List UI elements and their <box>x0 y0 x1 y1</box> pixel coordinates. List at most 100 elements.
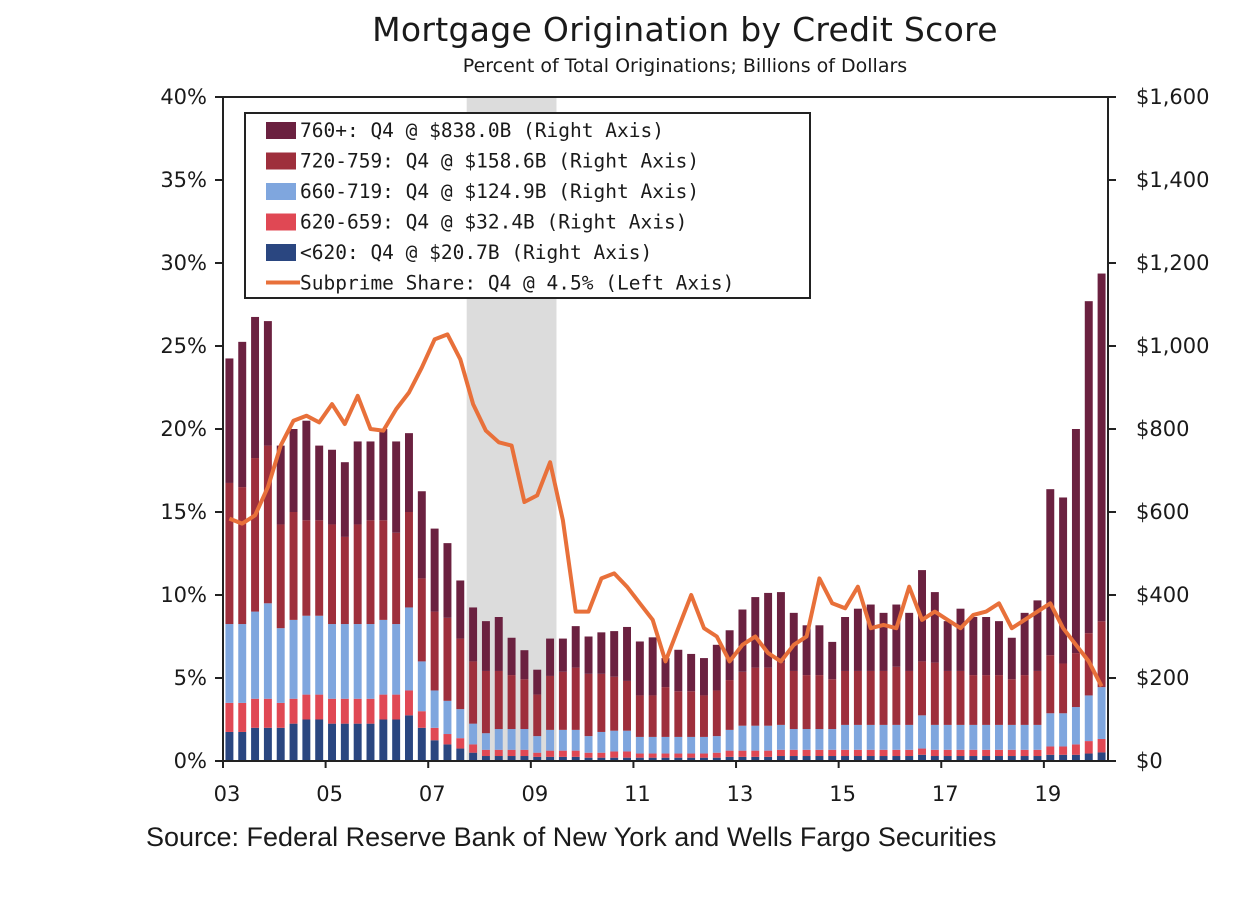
bar-segment <box>841 670 850 725</box>
right-tick-label: $400 <box>1136 583 1189 607</box>
bar-segment <box>597 632 606 674</box>
bar-segment <box>930 756 939 761</box>
bar-segment <box>853 670 862 725</box>
legend-label: 720-759: Q4 @ $158.6B (Right Axis) <box>300 150 699 173</box>
bar-segment <box>405 607 413 691</box>
bar-segment <box>302 615 311 695</box>
bar-segment <box>674 649 683 692</box>
bar-segment <box>520 749 529 757</box>
bar-segment <box>353 441 362 525</box>
bar-segment <box>815 675 824 730</box>
bar-segment <box>571 667 580 730</box>
legend-swatch <box>266 213 296 231</box>
bar-segment <box>289 619 298 699</box>
bar-segment <box>1033 749 1042 757</box>
left-tick-label: 25% <box>160 334 207 358</box>
bar-segment <box>366 698 375 724</box>
bar-segment <box>328 723 336 761</box>
bar-segment <box>802 756 811 761</box>
bar-segment <box>584 636 593 674</box>
x-tick-label: 15 <box>829 782 856 806</box>
bar-segment <box>392 532 401 625</box>
bar-segment <box>866 756 875 761</box>
bar-segment <box>558 729 567 751</box>
bar-segment <box>571 756 580 761</box>
bar-segment <box>661 757 670 761</box>
bar-segment <box>1084 741 1093 754</box>
bar-segment <box>802 729 811 750</box>
x-tick-label: 07 <box>419 782 446 806</box>
bar-segment <box>725 680 734 730</box>
bar-segment <box>392 441 401 533</box>
bar-segment <box>1059 746 1068 755</box>
bar-segment <box>340 624 349 699</box>
bar-segment <box>289 723 298 761</box>
bar-segment <box>494 670 503 730</box>
bar-segment <box>289 698 298 724</box>
bar-segment <box>379 719 388 761</box>
bar-segment <box>879 724 888 750</box>
bar-segment <box>379 520 388 620</box>
bar-segment <box>969 617 978 676</box>
bar-segment <box>635 757 644 761</box>
bar-segment <box>995 675 1003 725</box>
bar-segment <box>507 675 516 730</box>
bar-segment <box>892 749 901 757</box>
bar-segment <box>1071 653 1080 708</box>
bar-segment <box>494 617 503 671</box>
bar-segment <box>481 670 490 734</box>
bar-segment <box>610 676 619 731</box>
legend-swatch <box>266 244 296 261</box>
legend-swatch <box>266 183 296 200</box>
bar-segment <box>1059 663 1068 714</box>
bar-segment <box>610 751 619 758</box>
bar-segment <box>481 733 490 750</box>
bar-segment <box>751 597 760 668</box>
bar-segment <box>776 592 785 663</box>
bar-segment <box>392 694 401 720</box>
bar-segment <box>610 730 619 752</box>
bar-segment <box>546 638 555 676</box>
bar-segment <box>982 617 991 676</box>
bar-segment <box>674 753 683 758</box>
bar-segment <box>738 756 747 761</box>
bar-segment <box>905 724 914 750</box>
bar-segment <box>815 749 824 757</box>
right-tick-label: $1,400 <box>1136 168 1209 192</box>
bar-segment <box>956 749 965 757</box>
bar-series-group <box>225 273 1106 761</box>
source-note: Source: Federal Reserve Bank of New York… <box>146 822 997 852</box>
bar-segment <box>764 750 773 757</box>
bar-segment <box>1059 497 1068 664</box>
bar-segment <box>943 724 952 750</box>
bar-segment <box>687 753 696 758</box>
bar-segment <box>725 630 734 681</box>
bar-segment <box>263 727 272 761</box>
left-tick-label: 40% <box>160 85 207 109</box>
bar-segment <box>1046 754 1055 761</box>
bar-segment <box>597 757 606 761</box>
bar-segment <box>828 641 837 680</box>
bar-segment <box>379 429 388 521</box>
bar-segment <box>905 612 914 671</box>
bar-segment <box>879 749 888 757</box>
bar-segment <box>764 592 773 668</box>
bar-segment <box>841 756 850 761</box>
bar-segment <box>533 752 542 757</box>
bar-segment <box>251 316 260 459</box>
bar-segment <box>969 724 978 750</box>
bar-segment <box>1020 724 1029 750</box>
bar-segment <box>571 729 580 751</box>
bar-segment <box>405 690 413 716</box>
bar-segment <box>1059 713 1068 747</box>
bar-segment <box>417 727 426 761</box>
bar-segment <box>520 679 529 730</box>
bar-segment <box>520 756 529 761</box>
bar-segment <box>661 687 670 737</box>
bar-segment <box>263 603 272 699</box>
bar-segment <box>456 709 465 739</box>
bar-segment <box>610 631 619 677</box>
left-tick-label: 35% <box>160 168 207 192</box>
bar-segment <box>276 702 285 728</box>
chart-subtitle: Percent of Total Originations; Billions … <box>462 55 908 77</box>
